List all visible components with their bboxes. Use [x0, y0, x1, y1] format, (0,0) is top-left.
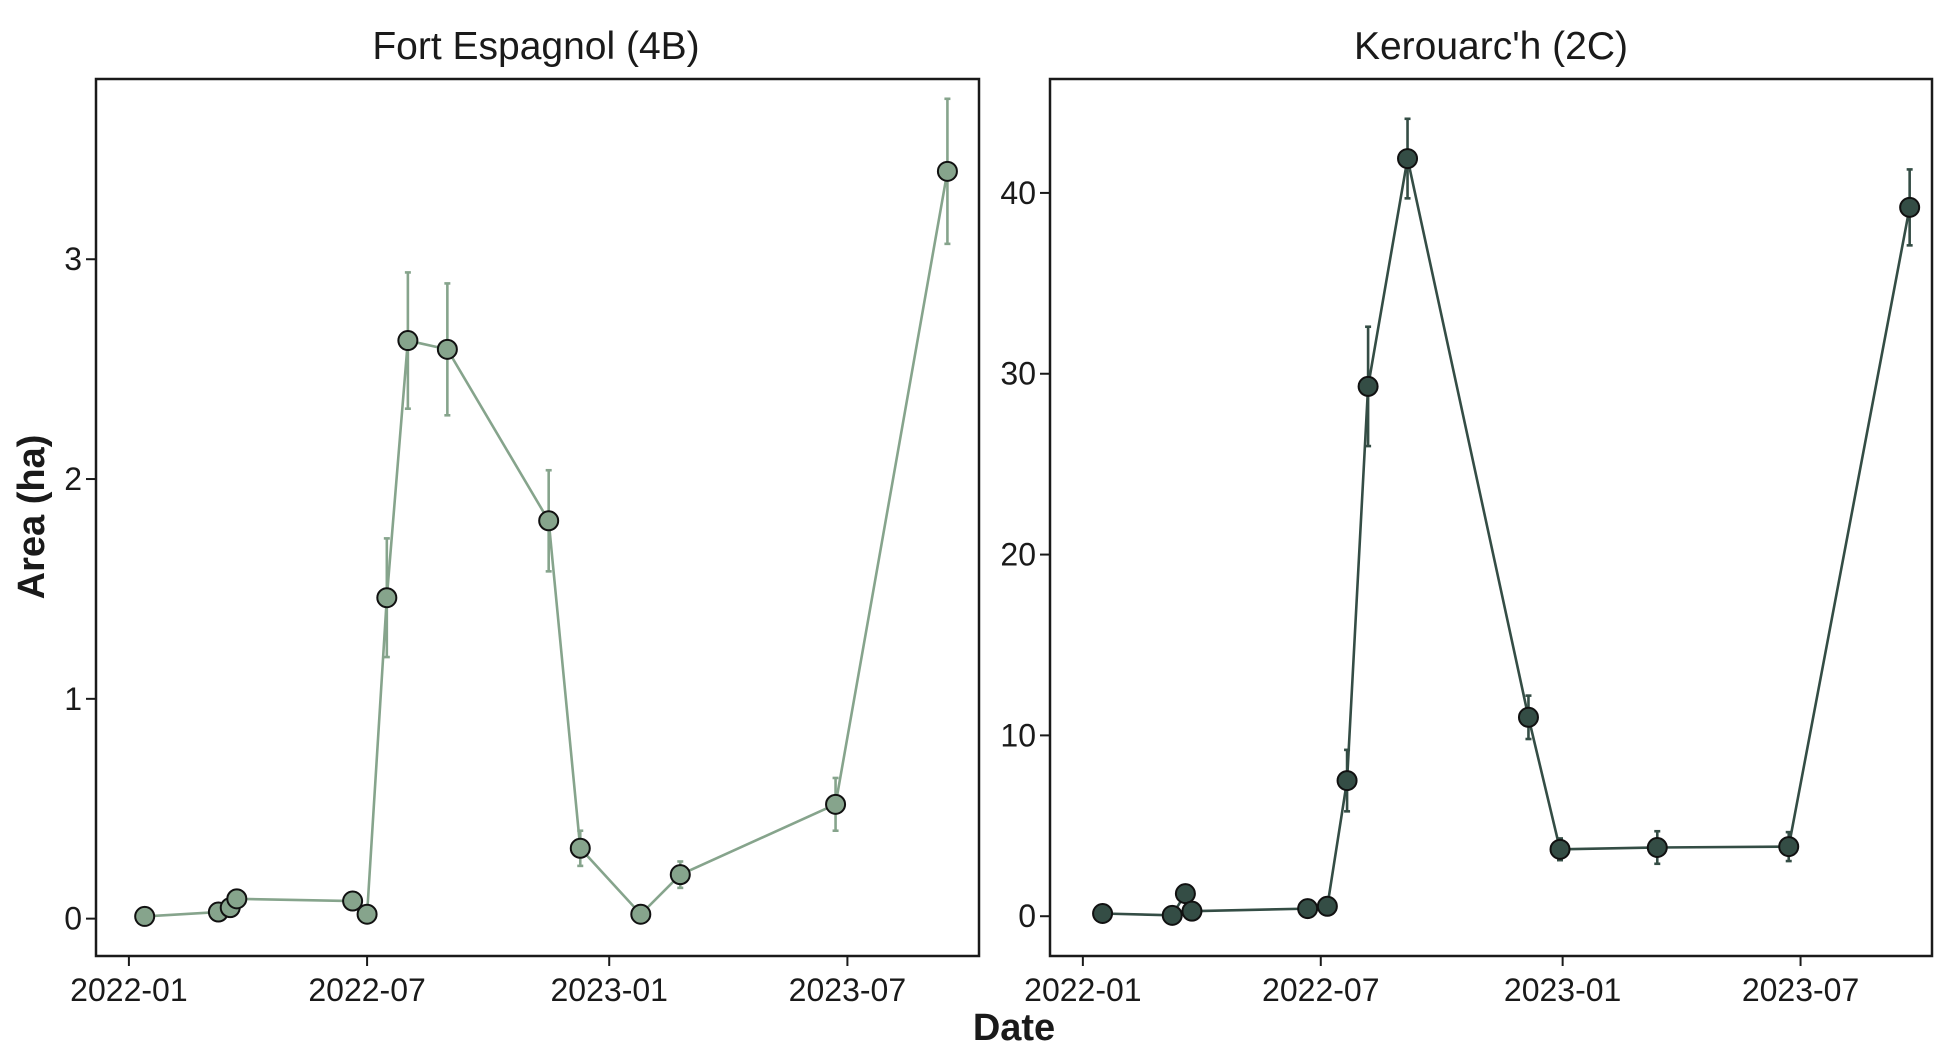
data-point: [376, 587, 398, 609]
x-tick-label: 2023-07: [789, 972, 906, 1008]
y-axis-title: Area (ha): [11, 435, 53, 600]
x-tick-label: 2022-01: [70, 972, 187, 1008]
data-point: [1092, 903, 1114, 925]
data-point: [342, 890, 364, 912]
data-point: [1646, 837, 1668, 859]
x-tick-label: 2022-07: [308, 972, 425, 1008]
data-point: [1357, 375, 1379, 397]
panel-title: Kerouarc'h (2C): [1354, 25, 1628, 68]
y-tick-label: 10: [1000, 717, 1036, 753]
data-point: [436, 338, 458, 360]
data-point: [825, 793, 847, 815]
data-point: [1778, 836, 1800, 858]
data-point: [356, 903, 378, 925]
y-tick-label: 20: [1000, 537, 1036, 573]
plot-frame: [1048, 77, 1934, 958]
y-tick-label: 1: [64, 681, 82, 717]
y-tick-label: 2: [64, 461, 82, 497]
x-tick-label: 2022-07: [1262, 972, 1379, 1008]
data-point: [538, 510, 560, 532]
data-point: [134, 905, 156, 927]
data-point: [1297, 898, 1319, 920]
data-point: [226, 888, 248, 910]
data-point: [669, 864, 691, 886]
plot-frame: [94, 77, 981, 958]
x-tick-label: 2023-01: [1504, 972, 1621, 1008]
data-point: [1899, 196, 1921, 218]
y-tick-label: 0: [64, 901, 82, 937]
data-point: [1336, 770, 1358, 792]
data-point: [1397, 148, 1419, 170]
data-point: [936, 160, 958, 182]
y-tick-label: 3: [64, 241, 82, 277]
data-point: [1174, 883, 1196, 905]
panel-fort-espagnol: Fort Espagnol (4B) 2022-01 2022-07 2023-01…: [64, 25, 981, 1008]
data-point: [397, 330, 419, 352]
panel-title: Fort Espagnol (4B): [372, 25, 699, 68]
y-tick-label: 30: [1000, 356, 1036, 392]
y-tick-label: 0: [1018, 898, 1036, 934]
data-point: [1549, 838, 1571, 860]
data-point: [630, 903, 652, 925]
x-tick-label: 2023-07: [1742, 972, 1859, 1008]
panel-kerouarch: Kerouarc'h (2C) 2022-01 2022-07 2023-01 202…: [1000, 25, 1934, 1008]
x-tick-label: 2023-01: [551, 972, 668, 1008]
x-axis-title: Date: [973, 1007, 1055, 1049]
data-point: [1316, 895, 1338, 917]
data-point: [1181, 900, 1203, 922]
data-point: [569, 837, 591, 859]
y-tick-label: 40: [1000, 175, 1036, 211]
x-tick-label: 2022-01: [1024, 972, 1141, 1008]
data-point: [1161, 904, 1183, 926]
data-point: [1517, 706, 1539, 728]
